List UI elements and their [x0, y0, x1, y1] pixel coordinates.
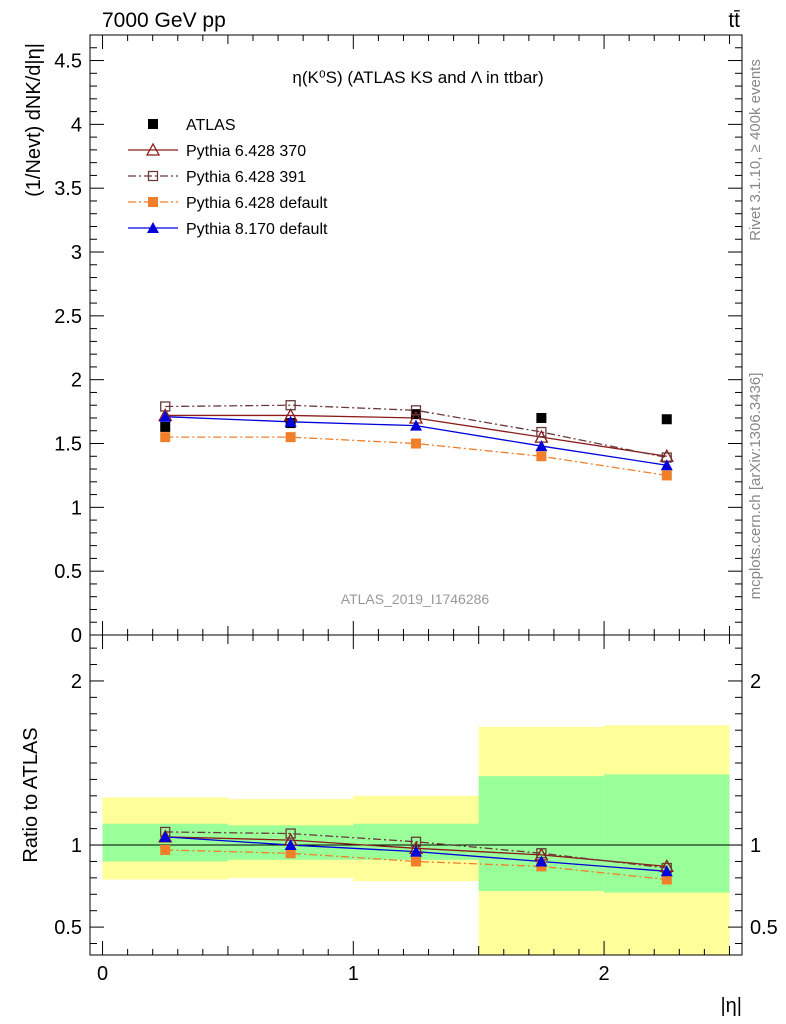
- main-point-pythia-6-428-391: [285, 400, 296, 411]
- main-point-pythia-6-428-default: [661, 470, 672, 481]
- x-tick-label: 1: [348, 963, 359, 985]
- main-y-tick-label: 1.5: [54, 434, 82, 456]
- main-y-tick-label: 2: [71, 370, 82, 392]
- ratio-y-tick-label: 1: [71, 835, 82, 857]
- ratio-y-tick-label-right: 2: [750, 671, 761, 693]
- main-point-pythia-6-428-391: [410, 405, 422, 416]
- main-point-pythia-8-170-default: [660, 459, 673, 471]
- main-point-pythia-8-170-default: [159, 410, 172, 422]
- legend-label-pythia-8-170-default: Pythia 8.170 default: [186, 221, 328, 238]
- ratio-point-pythia-6-428-default: [285, 848, 296, 859]
- main-point-atlas: [160, 421, 171, 432]
- legend-marker-pythia-6-428-370: [145, 142, 161, 156]
- legend-label-pythia-6-428-391: Pythia 6.428 391: [186, 169, 306, 186]
- main-point-pythia-6-428-391: [536, 426, 547, 438]
- ratio-point-pythia-8-170-default: [410, 845, 422, 857]
- legend-label-atlas: ATLAS: [186, 117, 236, 134]
- header-process-label: tt̄: [728, 9, 740, 32]
- main-y-tick-label: 0: [71, 625, 82, 647]
- ratio-point-pythia-8-170-default: [284, 839, 297, 851]
- ratio-plot-frame: [89, 634, 743, 956]
- main-y-axis-label: (1/Nevt) dNK/d|η|: [23, 43, 45, 197]
- main-point-pythia-6-428-default: [411, 438, 421, 449]
- x-tick-label: 0: [97, 963, 108, 985]
- main-y-tick-label: 2.5: [54, 306, 82, 328]
- x-axis-label: |η|: [720, 995, 742, 1017]
- plot-title: η(K⁰S) (ATLAS KS and Λ in ttbar): [292, 68, 543, 87]
- analysis-id: ATLAS_2019_I1746286: [341, 591, 490, 607]
- main-point-atlas: [661, 414, 672, 425]
- ratio-band-inner: [102, 823, 228, 862]
- main-point-pythia-6-428-default: [160, 432, 171, 443]
- ratio-point-pythia-8-170-default: [159, 830, 172, 842]
- ratio-y-tick-label-right: 1: [750, 835, 761, 857]
- ratio-y-tick-label-right: 0.5: [750, 917, 778, 939]
- axis-ticks: [90, 34, 742, 955]
- main-line-pythia-6-428-default: [165, 436, 667, 477]
- main-point-atlas: [411, 409, 421, 420]
- main-y-tick-label: 3: [71, 242, 82, 264]
- main-point-pythia-6-428-default: [285, 432, 296, 443]
- legend-marker-pythia-8-170-default: [147, 222, 159, 233]
- ratio-y-tick-label: 0.5: [54, 917, 82, 939]
- ratio-uncertainty-bands: [102, 725, 730, 955]
- main-y-tick-label: 4.5: [54, 51, 82, 73]
- main-y-tick-label: 1: [71, 497, 82, 519]
- ratio-point-pythia-6-428-default: [160, 844, 171, 855]
- x-tick-label: 2: [599, 963, 610, 985]
- axis-tick-labels: 0 0.5 1 1.5 2 2.5 3 3.5 4 4.5 0.5 0.5 1 1 2 2 0 1 2: [54, 51, 778, 985]
- ratio-point-pythia-6-428-default: [411, 856, 421, 867]
- main-point-pythia-6-428-default: [536, 451, 547, 462]
- main-point-atlas: [536, 412, 547, 423]
- legend-marker-pythia-6-428-391: [147, 170, 159, 182]
- main-point-pythia-8-170-default: [535, 440, 548, 452]
- ratio-point-pythia-6-428-default: [661, 874, 672, 885]
- legend-label-pythia-6-428-370: Pythia 6.428 370: [186, 143, 306, 160]
- main-point-pythia-8-170-default: [284, 415, 297, 427]
- ratio-point-pythia-8-170-default: [660, 865, 673, 877]
- data-markers: [158, 400, 674, 885]
- ratio-band-inner: [478, 776, 605, 891]
- legend-label-pythia-6-428-default: Pythia 6.428 default: [186, 195, 328, 212]
- main-line-pythia-6-428-391: [165, 404, 667, 459]
- main-y-tick-label: 0.5: [54, 561, 82, 583]
- header-energy-label: 7000 GeV pp: [102, 9, 226, 32]
- ratio-point-pythia-6-428-391: [285, 828, 296, 839]
- main-point-pythia-8-170-default: [410, 419, 422, 431]
- ratio-y-axis-label: Ratio to ATLAS: [20, 727, 42, 862]
- ratio-point-pythia-8-170-default: [535, 855, 548, 867]
- legend-marker-pythia-6-428-default: [148, 197, 158, 207]
- ratio-y-tick-label: 2: [71, 671, 82, 693]
- main-y-tick-label: 3.5: [54, 178, 82, 200]
- main-y-tick-label: 4: [71, 114, 82, 136]
- legend-marker-atlas: [148, 119, 158, 129]
- legend: ATLAS Pythia 6.428 370 Pythia 6.428 391 Pyt…: [128, 117, 328, 238]
- rivet-version-label: Rivet 3.1.10, ≥ 400k events: [747, 59, 764, 241]
- mcplots-credit-label: mcplots.cern.ch [arXiv:1306.3436]: [747, 373, 764, 600]
